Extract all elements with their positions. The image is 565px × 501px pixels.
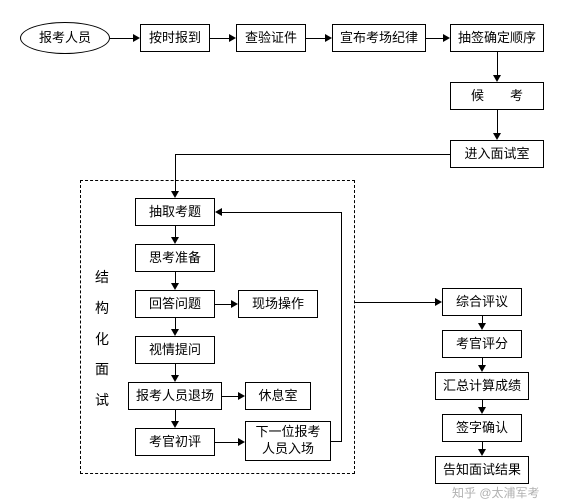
node-prelim: 考官初评 [135, 428, 215, 456]
arrow-icon [215, 208, 222, 216]
arrow-icon [325, 34, 332, 42]
arrow-icon [493, 133, 501, 140]
arrow-icon [478, 365, 486, 372]
node-enter-room: 进入面试室 [450, 140, 544, 168]
arrow-icon [478, 449, 486, 456]
arrow-icon [493, 75, 501, 82]
edge [331, 441, 341, 442]
edge [210, 38, 230, 39]
node-waiting: 候 考 [450, 82, 544, 110]
node-answer: 回答问题 [135, 290, 215, 318]
node-score: 考官评分 [442, 330, 522, 358]
node-next-in: 下一位报考 人员入场 [245, 421, 331, 461]
node-inform: 告知面试结果 [435, 456, 529, 484]
arrow-icon [171, 421, 179, 428]
arrow-icon [229, 34, 236, 42]
node-sign: 签字确认 [442, 414, 522, 442]
node-follow-up: 视情提问 [135, 336, 215, 364]
arrow-icon [171, 375, 179, 382]
arrow-icon [478, 407, 486, 414]
node-prepare: 思考准备 [135, 244, 215, 272]
edge [497, 52, 498, 76]
arrow-icon [238, 392, 245, 400]
node-verify: 查验证件 [236, 24, 306, 52]
arrow-icon [171, 237, 179, 244]
edge [222, 396, 239, 397]
arrow-icon [231, 300, 238, 308]
edge [175, 154, 176, 192]
node-operate: 现场操作 [238, 290, 318, 318]
arrow-icon [133, 34, 140, 42]
group-label: 结构化面试 [94, 262, 110, 416]
edge [175, 154, 450, 155]
edge [110, 38, 134, 39]
arrow-icon [478, 323, 486, 330]
edge [426, 38, 444, 39]
edge [215, 442, 239, 443]
arrow-icon [443, 34, 450, 42]
edge [355, 302, 436, 303]
node-announce: 宣布考场纪律 [332, 24, 426, 52]
arrow-icon [238, 438, 245, 446]
node-rest-room: 休息室 [245, 382, 311, 410]
node-checkin: 按时报到 [140, 24, 210, 52]
edge [222, 212, 342, 213]
watermark: 知乎 @太浦军考 [452, 484, 540, 501]
node-leave: 报考人员退场 [128, 382, 222, 410]
arrow-icon [171, 191, 179, 198]
node-draw-question: 抽取考题 [135, 198, 215, 226]
edge [215, 304, 232, 305]
arrow-icon [171, 329, 179, 336]
edge [341, 212, 342, 442]
edge [306, 38, 326, 39]
arrow-icon [171, 283, 179, 290]
arrow-icon [435, 298, 442, 306]
node-summary: 汇总计算成绩 [435, 372, 529, 400]
node-applicant: 报考人员 [20, 22, 110, 54]
flowchart-canvas: 报考人员 按时报到 查验证件 宣布考场纪律 抽签确定顺序 候 考 进入面试室 结… [0, 0, 565, 500]
node-draw-order: 抽签确定顺序 [450, 24, 544, 52]
edge [497, 110, 498, 134]
node-review: 综合评议 [442, 288, 522, 316]
